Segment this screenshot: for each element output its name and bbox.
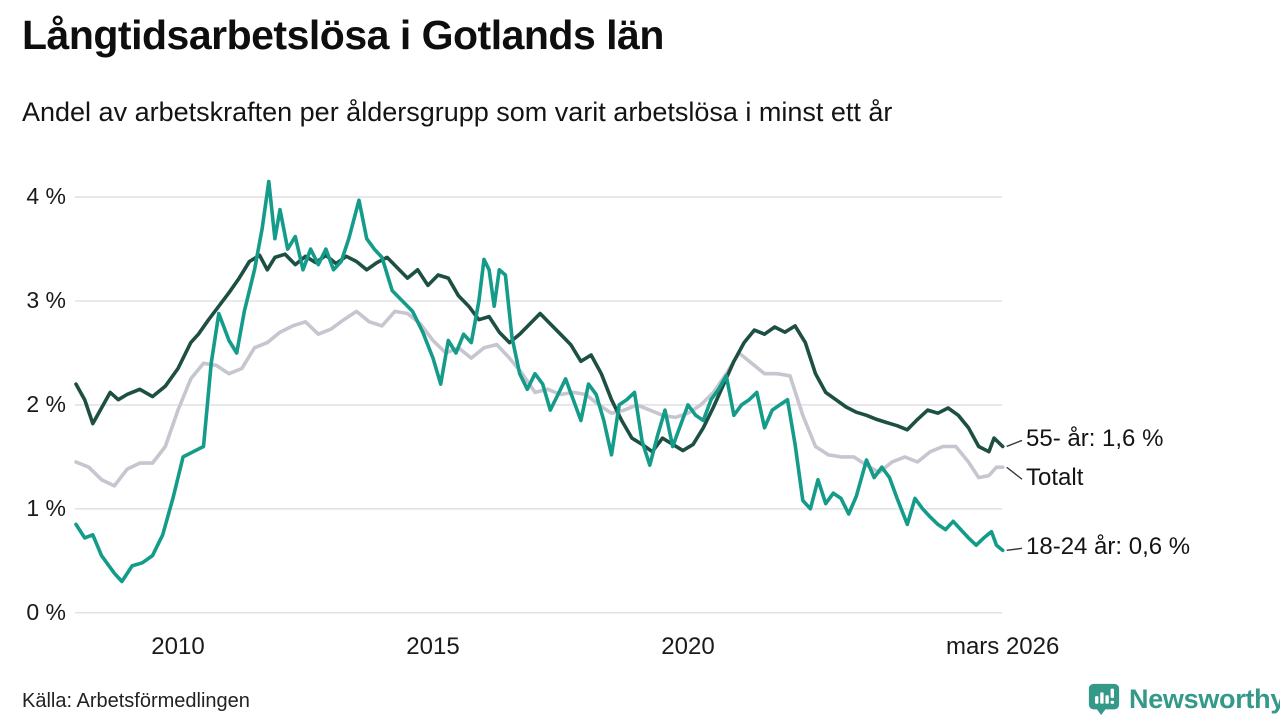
chart-title: Långtidsarbetslösa i Gotlands län [22,12,664,58]
series-line-55-r [74,252,1005,454]
y-axis-tick-label: 1 % [26,494,66,521]
newsworthy-bubble-chart-icon [1088,683,1120,716]
y-axis-tick-label: 3 % [26,287,66,313]
y-axis-tick-label: 4 % [26,183,66,210]
y-axis-tick-label: 0 % [26,598,66,625]
annotation-connector-totalt [1006,466,1023,480]
annotation-connector-18-24-r [1006,547,1023,552]
x-axis-tick-label: 2010 [151,633,205,660]
newsworthy-wordmark: Newsworthy [1129,683,1280,714]
x-axis-tick-label: mars 2026 [945,633,1060,660]
series-end-label-55-r: 55- år: 1,6 % [1026,425,1164,453]
newsworthy-logo: Newsworthy [1087,682,1280,716]
series-line-18-24-r [74,179,1005,584]
chart-subtitle: Andel av arbetskraften per åldersgrupp s… [22,97,893,127]
series-end-label-18-24-r: 18-24 år: 0,6 % [1026,533,1191,561]
x-axis-tick-label: 2020 [661,633,715,660]
y-axis-tick-label: 2 % [26,390,66,417]
series-end-label-totalt: Totalt [1026,464,1084,492]
x-axis-tick-label: 2015 [406,633,460,660]
source-note: Källa: Arbetsförmedlingen [22,690,250,712]
annotation-connector-55-r [1006,439,1023,448]
series-line-totalt [74,309,1005,488]
